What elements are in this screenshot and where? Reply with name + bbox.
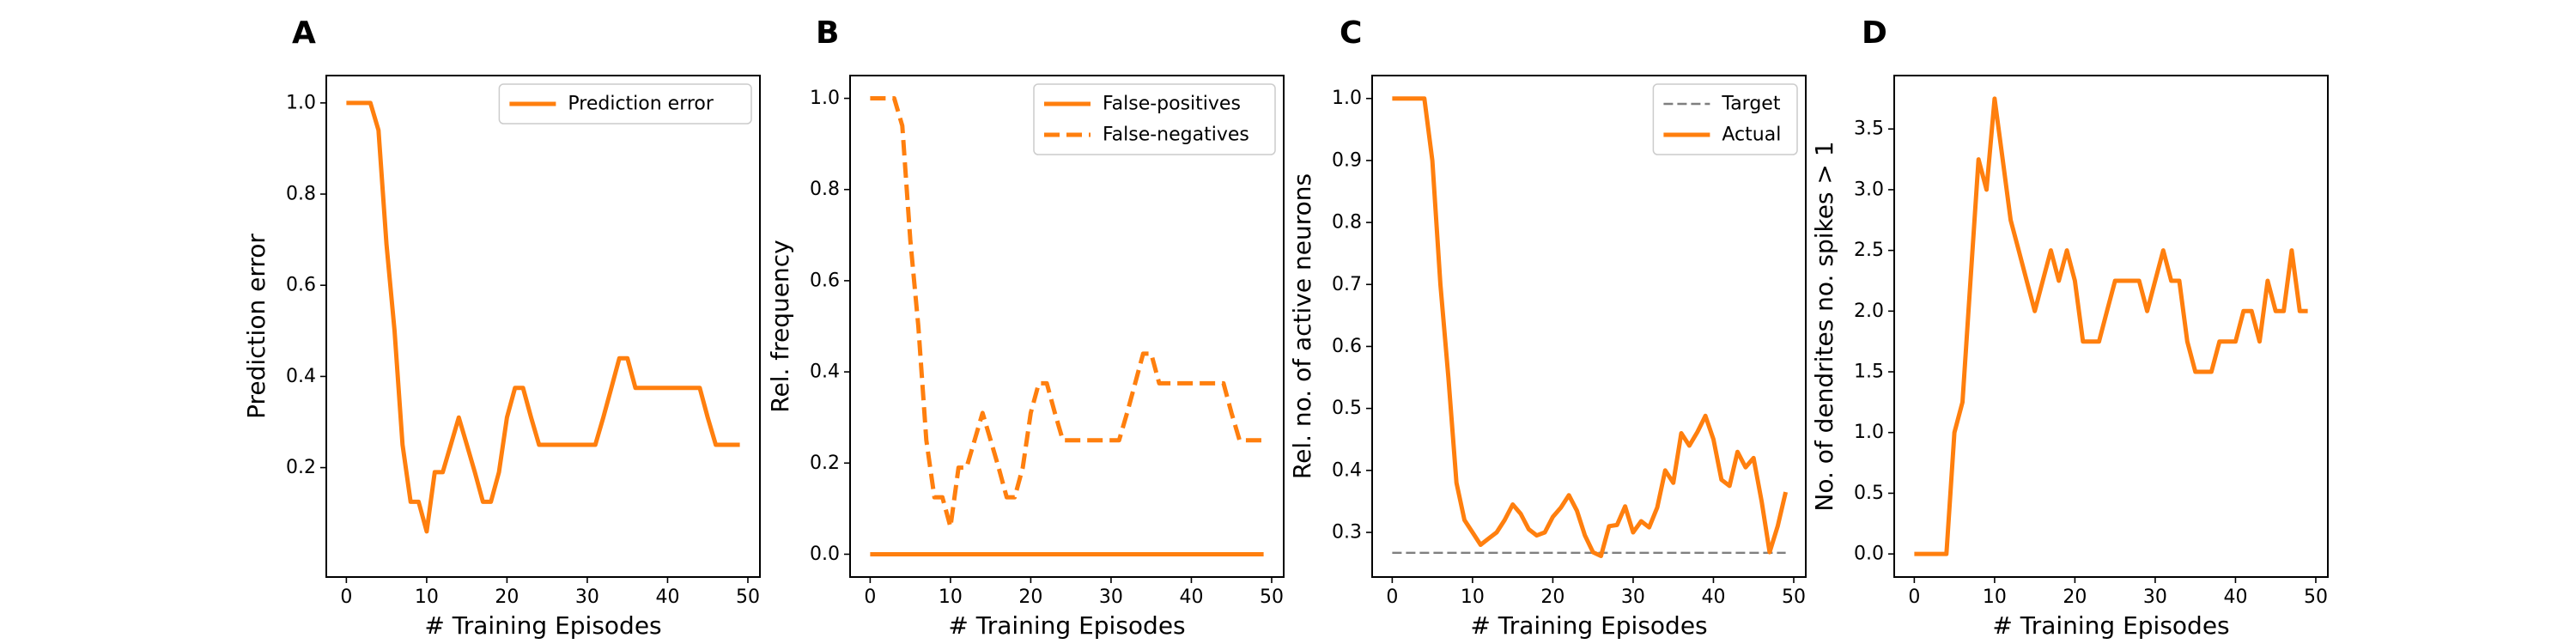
x-tick-label: 10 [939,586,963,608]
x-tick-label: 10 [415,586,439,608]
panel-letter: C [1340,15,1362,51]
x-tick-label: 50 [1260,586,1284,608]
plot-frame [1893,75,2329,578]
y-tick-label: 0.6 [810,270,840,291]
legend-label: False-positives [1103,94,1241,115]
x-tick-label: 10 [1983,586,2007,608]
y-tick-label: 0.8 [286,184,316,205]
series-line-prediction-error [346,100,740,534]
x-axis-label: # Training Episodes [1470,611,1707,640]
legend-box [1033,83,1276,155]
y-tick-label: 0.6 [1332,336,1362,357]
y-tick-label: 0.3 [1332,522,1362,544]
plot-frame [1371,75,1807,578]
y-tick-label: 0.0 [1854,544,1884,565]
x-tick-label: 40 [655,586,679,608]
legend: Prediction error [498,83,752,125]
y-tick-label: 1.0 [286,92,316,113]
panel-letter: B [816,15,839,51]
x-tick-label: 50 [2304,586,2328,608]
y-tick-label: 0.4 [286,366,316,387]
panel-letter: A [292,15,316,51]
x-tick-label: 0 [1908,586,1920,608]
series-line-actual [1392,96,1789,558]
x-tick-label: 30 [575,586,599,608]
plot-frame [325,75,761,578]
series-line-data [1914,96,2308,556]
x-tick-label: 20 [1540,586,1564,608]
panel-letter: D [1862,15,1887,51]
x-tick-label: 0 [1386,586,1398,608]
x-tick-label: 0 [864,586,876,608]
y-axis-label: No. of dendrites no. spikes > 1 [1810,141,1838,511]
x-axis-label: # Training Episodes [424,611,661,640]
legend-box [498,83,752,125]
y-tick-label: 0.5 [1332,398,1362,419]
y-tick-label: 0.4 [810,361,840,383]
panel-a: A 0 10 20 30 40 50 0.2 0.4 0.6 0.8 1.0 # Training Ep… [242,15,761,640]
x-tick-label: 20 [1018,586,1042,608]
x-tick-label: 20 [495,586,519,608]
y-tick-label: 1.0 [1854,422,1884,443]
y-axis-label: Prediction error [242,234,270,419]
panel-b: B 0 10 20 30 40 50 0.0 0.2 0.4 0.6 0.8 1.0 # Training… [766,15,1285,640]
y-tick-label: 0.2 [810,453,840,474]
panel-d: D 0 10 20 30 40 50 0.0 0.5 1.0 1.5 2.0 2.5 3.0 3.5 # Tr… [1810,15,2329,640]
x-tick-label: 20 [2063,586,2087,608]
y-tick-label: 0.0 [810,544,840,565]
x-tick-label: 30 [2143,586,2167,608]
y-tick-label: 0.7 [1332,274,1362,295]
y-tick-label: 0.8 [1332,212,1362,234]
y-axis-label: Rel. no. of active neurons [1288,173,1316,479]
plot-frame [849,75,1285,578]
x-tick-label: 50 [736,586,760,608]
panel-c: C 0 10 20 30 40 50 0.3 0.4 0.5 0.6 0.7 0.8 0.9 1.0 # Tr… [1288,15,1807,640]
y-tick-label: 0.4 [1332,459,1362,481]
y-tick-label: 1.5 [1854,361,1884,383]
legend: False-positives False-negatives [1033,83,1276,155]
x-axis-label: # Training Episodes [1992,611,2229,640]
y-tick-label: 0.5 [1854,483,1884,504]
y-tick-label: 3.5 [1854,118,1884,140]
x-tick-label: 30 [1621,586,1645,608]
x-tick-label: 40 [2223,586,2247,608]
x-tick-label: 0 [340,586,352,608]
legend-label: Prediction error [568,94,714,115]
y-tick-label: 2.5 [1854,240,1884,261]
legend-label: Actual [1722,125,1781,146]
legend: Target Actual [1652,83,1798,155]
y-tick-label: 0.9 [1332,149,1362,171]
y-tick-label: 1.0 [1332,88,1362,109]
y-tick-label: 0.2 [286,457,316,478]
y-tick-label: 3.0 [1854,179,1884,200]
y-tick-label: 2.0 [1854,301,1884,322]
x-tick-label: 50 [1782,586,1806,608]
y-tick-label: 0.8 [810,179,840,200]
x-tick-label: 30 [1099,586,1123,608]
y-axis-label: Rel. frequency [766,240,794,412]
legend-label: Target [1721,94,1780,115]
y-tick-label: 0.6 [286,275,316,296]
series-line-false-negatives [870,96,1264,530]
x-tick-label: 10 [1461,586,1485,608]
legend-label: False-negatives [1103,125,1249,146]
x-tick-label: 40 [1179,586,1203,608]
x-tick-label: 40 [1701,586,1725,608]
x-axis-label: # Training Episodes [948,611,1185,640]
y-tick-label: 1.0 [810,88,840,109]
